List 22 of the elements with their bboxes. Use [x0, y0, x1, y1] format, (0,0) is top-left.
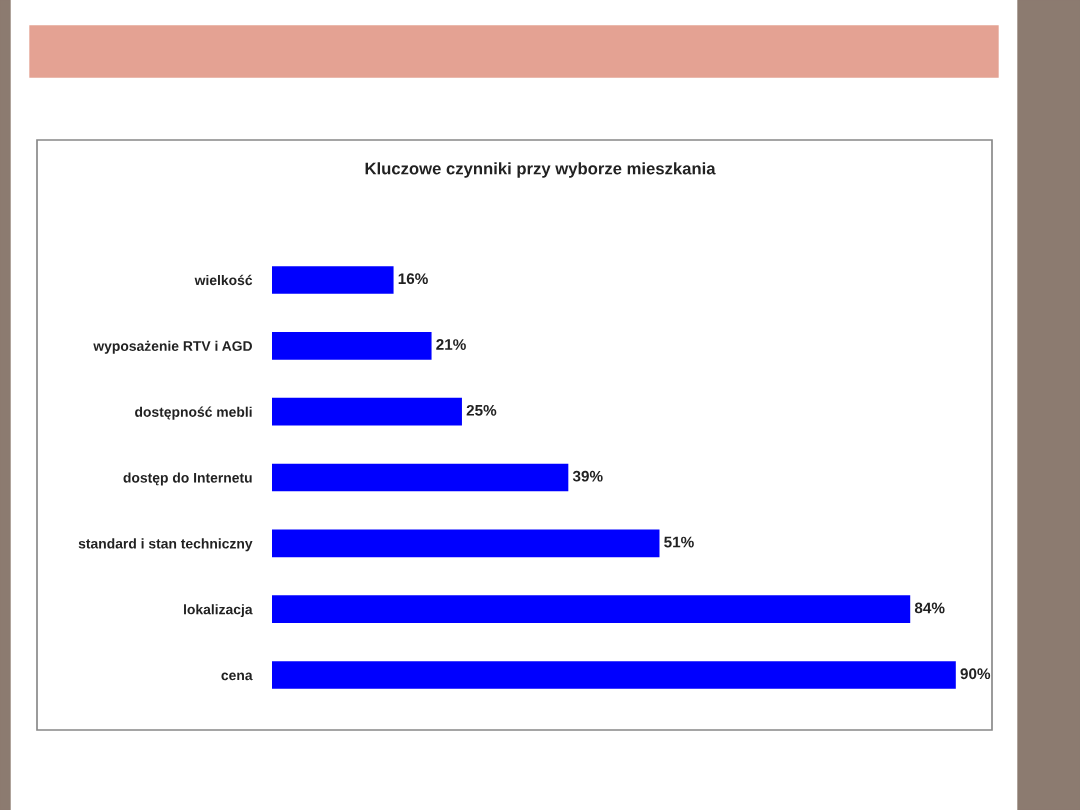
bar [272, 463, 569, 492]
bar [272, 595, 911, 624]
y-tick-label: wyposażenie RTV i AGD [93, 340, 252, 354]
chart-title: Kluczowe czynniki przy wyborze mieszkania [365, 162, 716, 178]
bar [272, 397, 462, 426]
data-label: 51% [664, 536, 694, 548]
data-label: 25% [466, 404, 497, 416]
data-label: 16% [398, 273, 428, 285]
bar [272, 266, 394, 294]
y-tick-label: lokalizacja [184, 604, 253, 618]
data-label: 84% [914, 602, 945, 614]
y-tick-label: dostępność mebli [135, 406, 252, 420]
y-tick-label: dostęp do Internetu [123, 472, 252, 486]
bar [272, 529, 660, 558]
bar [272, 331, 432, 360]
data-label: 39% [572, 470, 603, 482]
y-tick-label: standard i stan techniczny [78, 538, 253, 552]
bar [272, 661, 956, 689]
y-tick-label: wielkość [194, 274, 253, 286]
data-label: 21% [436, 339, 466, 350]
data-label: 90% [960, 668, 991, 680]
y-tick-label: cena [221, 672, 253, 681]
